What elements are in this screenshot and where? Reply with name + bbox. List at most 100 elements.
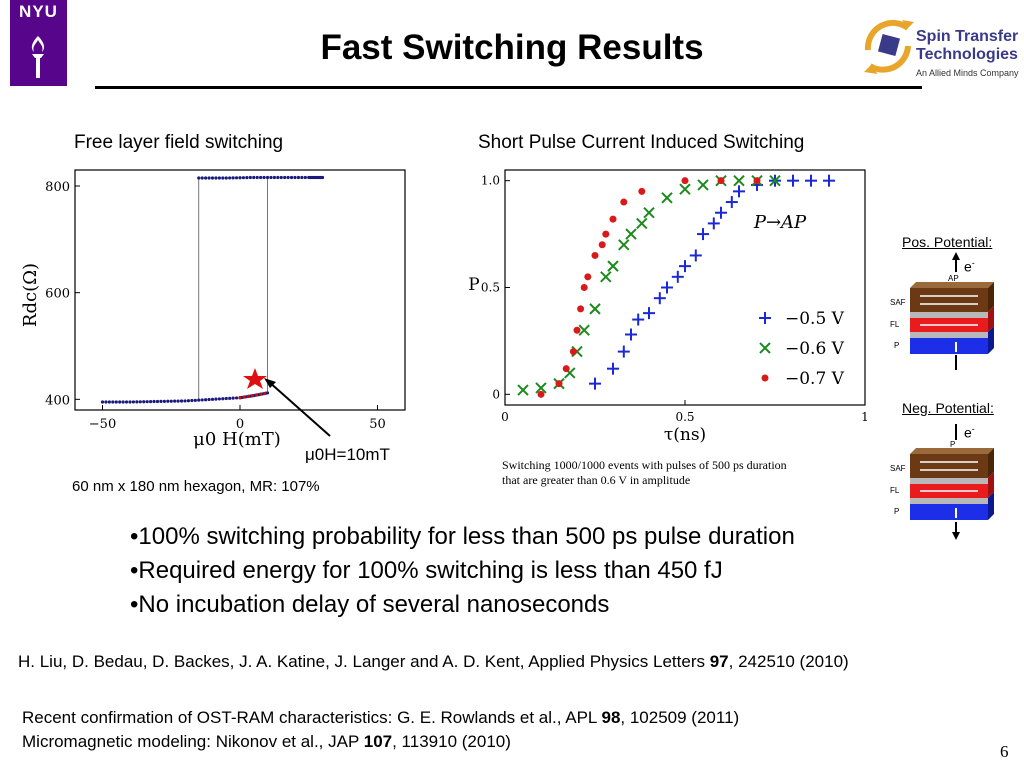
switching-data-point [591,251,599,259]
hysteresis-plot-frame [74,169,406,411]
switching-data-point [564,367,576,379]
neg-electron-label: e- [964,424,975,441]
hysteresis-point-high [245,176,249,180]
hysteresis-point-high [265,175,270,180]
hysteresis-point-low [173,399,177,403]
hysteresis-point-low [250,393,254,398]
hysteresis-point-low [242,395,246,399]
pos-stack-graphic [910,252,994,370]
hysteresis-point-high [252,175,256,180]
switching-data-point [661,192,673,204]
neg-state-label: P [950,440,956,449]
neg-stack-graphic [910,424,994,540]
nyu-logo: NYU [10,0,67,86]
hysteresis-point-low [142,400,146,404]
hysteresis-point-low [263,391,267,396]
spin-logo-icon [864,19,914,74]
hysteresis-point-high [276,175,280,180]
hysteresis-point-high [289,175,294,180]
hysteresis-point-low [246,394,250,398]
bullet-item: •100% switching probability for less tha… [130,523,795,550]
legend-label: −0.7 V [785,369,845,389]
switching-data-point [609,215,617,223]
hysteresis-point-low [104,400,108,404]
hysteresis-point-high [231,176,235,180]
neg-potential-title: Neg. Potential: [902,400,994,416]
neg-layer-p-label: P [894,507,900,516]
additional-references: Recent confirmation of OST-RAM character… [22,706,739,754]
legend-label: −0.6 V [785,339,845,359]
hysteresis-point-high [224,176,228,180]
hysteresis-point-low [155,399,160,404]
legend-marker [761,374,769,382]
hysteresis-point-low [265,391,270,395]
hysteresis-point-low [169,399,173,403]
hysteresis-point-low [210,397,215,401]
switching-x-tick-label: 0 [501,410,509,424]
switching-data-point [697,179,709,191]
neg-layer-fl-label: FL [890,486,900,495]
hysteresis-point-high [228,176,232,180]
switching-data-point [517,384,529,396]
hysteresis-point-low [190,398,194,403]
switching-data-point [733,174,745,187]
switching-data-point [580,284,588,291]
switching-data-point [618,239,630,251]
switching-data-point [643,207,655,219]
hysteresis-point-low [214,397,218,401]
company-logo: Spin Transfer Technologies An Allied Min… [858,10,1024,84]
pos-layer-fl-label: FL [890,320,900,329]
hysteresis-x-tick-label: 50 [369,417,386,432]
switch-star-marker [243,368,267,389]
switching-x-tick-label: 0.5 [675,410,694,424]
switching-y-label: P [468,275,479,295]
hysteresis-point-low [217,397,221,401]
hysteresis-chart: −50 0 50 400 600 800 μ0 H(mT) Rdc(Ω) [20,169,406,450]
switching-data-point [753,177,761,185]
switching-data-point [555,380,563,388]
neg-potential-diagram: Neg. Potential: e- P SAF FL P [880,400,1024,545]
hysteresis-point-high [210,176,215,180]
hysteresis-point-low [135,400,139,404]
switching-data-point [535,382,547,394]
switching-data-point [600,271,612,283]
pos-potential-title: Pos. Potential: [902,234,993,250]
pos-layer-saf-label: SAF [890,298,906,307]
hysteresis-point-high [283,175,287,180]
hysteresis-point-low [138,400,142,404]
hysteresis-y-tick-label: 400 [45,393,70,408]
hysteresis-x-tick-label: 0 [236,417,244,432]
hysteresis-point-low [159,399,163,403]
company-tagline: An Allied Minds Company [916,68,1019,78]
hysteresis-point-low [193,398,197,402]
hysteresis-point-low [228,396,232,400]
hysteresis-point-high [238,176,242,180]
switching-data-point [598,241,606,249]
hysteresis-point-low [204,398,208,402]
legend-marker [759,342,771,354]
left-chart-caption: Free layer field switching [74,132,284,153]
hysteresis-point-high [259,175,263,180]
switching-data-point [562,365,570,373]
hysteresis-point-low [152,399,156,404]
right-chart-caption: Short Pulse Current Induced Switching [478,132,805,153]
hysteresis-x-tick-label: −50 [89,417,116,432]
hysteresis-point-low [149,400,153,404]
switching-x-label: τ(ns) [664,425,706,445]
hysteresis-point-low [200,398,204,402]
hysteresis-point-high [269,175,273,180]
sample-footnote: 60 nm x 180 nm hexagon, MR: 107% [72,478,320,495]
switching-note: Switching 1000/1000 events with pulses o… [502,458,787,487]
switching-data-point [717,177,725,185]
hysteresis-y-label: Rdc(Ω) [20,263,41,327]
hysteresis-point-high [300,175,304,180]
hysteresis-point-low [207,397,211,402]
hysteresis-point-low [131,400,136,404]
annotation-arrowhead [264,378,276,388]
page-number: 6 [1000,742,1009,761]
hysteresis-point-low [107,400,111,404]
switching-y-tick-label: 0.5 [481,281,500,295]
torch-icon [15,24,62,81]
pos-layer-p-label: P [894,341,900,350]
switching-data-point [602,230,610,238]
